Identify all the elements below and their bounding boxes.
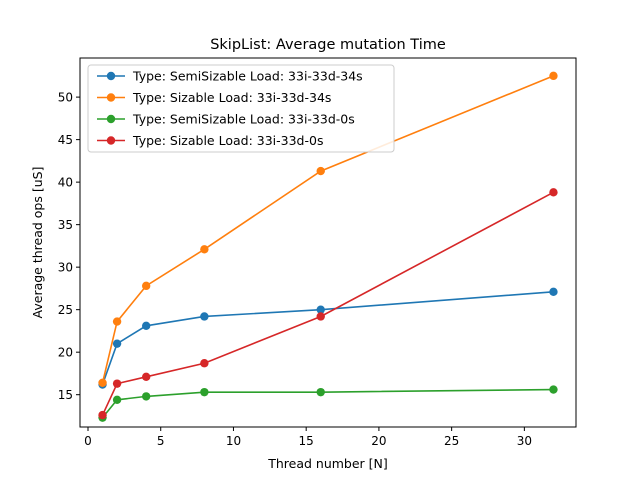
legend-box xyxy=(87,64,395,153)
data-point xyxy=(141,321,151,331)
y-tick-label: 15 xyxy=(58,388,73,402)
legend-label: Type: Sizable Load: 33i-33d-0s xyxy=(132,133,323,148)
legend-item: Type: SemiSizable Load: 33i-33d-34s xyxy=(97,69,363,84)
legend: Type: SemiSizable Load: 33i-33d-34s Type:… xyxy=(87,64,395,153)
x-tick-label: 20 xyxy=(371,434,386,448)
y-tick-label: 45 xyxy=(58,133,73,147)
x-tick-label: 25 xyxy=(444,434,459,448)
chart-title: SkipList: Average mutation Time xyxy=(210,37,446,53)
x-axis: 0 5 10 15 20 25 30 xyxy=(84,427,532,448)
data-point xyxy=(141,372,151,382)
legend-label: Type: Sizable Load: 33i-33d-34s xyxy=(132,90,331,105)
series-line xyxy=(101,291,554,385)
series-layer xyxy=(98,71,558,422)
series-line xyxy=(101,191,554,416)
y-tick-label: 50 xyxy=(58,91,73,105)
legend-marker xyxy=(106,136,116,145)
y-axis: 15 20 25 30 35 40 45 50 xyxy=(58,91,80,402)
data-point xyxy=(112,317,122,326)
legend-marker xyxy=(106,114,116,124)
series-1 xyxy=(98,287,558,389)
data-point xyxy=(549,385,558,394)
data-point xyxy=(200,387,209,397)
legend-label: Type: SemiSizable Load: 33i-33d-0s xyxy=(132,112,355,127)
data-point xyxy=(316,387,325,397)
series-2 xyxy=(98,71,558,387)
series-4 xyxy=(98,188,558,420)
data-point xyxy=(141,281,151,291)
data-point xyxy=(112,395,122,404)
x-tick-label: 0 xyxy=(84,434,92,448)
data-point xyxy=(549,71,558,81)
data-point xyxy=(112,379,122,388)
x-axis-label: Thread number [N] xyxy=(267,456,388,471)
data-point xyxy=(316,305,325,314)
legend-marker xyxy=(106,71,116,81)
legend-item: Type: Sizable Load: 33i-33d-34s xyxy=(97,90,331,105)
x-tick-label: 15 xyxy=(299,434,314,448)
data-point xyxy=(200,312,209,321)
data-point xyxy=(549,188,558,197)
plot-frame xyxy=(79,57,577,428)
x-tick-label: 5 xyxy=(157,434,165,448)
x-tick-label: 10 xyxy=(226,434,241,448)
y-tick-label: 25 xyxy=(58,303,73,317)
data-point xyxy=(200,359,209,368)
y-tick-label: 30 xyxy=(58,261,73,275)
data-point xyxy=(200,245,209,254)
data-point xyxy=(98,378,107,387)
data-point xyxy=(141,392,151,401)
legend-marker xyxy=(106,93,116,102)
y-tick-label: 40 xyxy=(58,176,73,190)
data-point xyxy=(316,312,325,321)
y-axis-label: Average thread ops [uS] xyxy=(30,167,45,319)
data-point xyxy=(98,410,107,420)
y-tick-label: 35 xyxy=(58,218,73,232)
data-point xyxy=(549,287,558,297)
legend-label: Type: SemiSizable Load: 33i-33d-34s xyxy=(132,69,363,84)
data-point xyxy=(112,339,122,348)
y-tick-label: 20 xyxy=(58,346,73,360)
legend-item: Type: SemiSizable Load: 33i-33d-0s xyxy=(97,112,355,127)
x-tick-label: 30 xyxy=(517,434,532,448)
legend-item: Type: Sizable Load: 33i-33d-0s xyxy=(97,133,323,148)
series-line xyxy=(101,75,554,383)
data-point xyxy=(316,166,325,176)
